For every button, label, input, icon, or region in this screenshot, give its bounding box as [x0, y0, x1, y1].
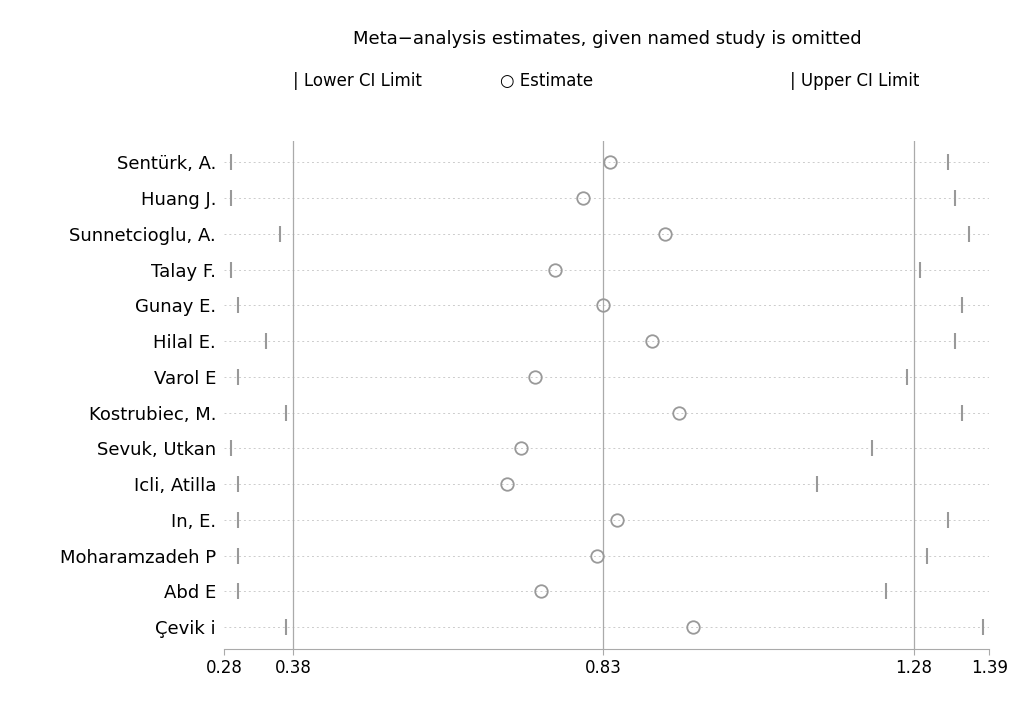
- Text: | Upper CI Limit: | Upper CI Limit: [789, 72, 918, 90]
- Text: | Lower CI Limit: | Lower CI Limit: [293, 72, 422, 90]
- Text: Meta−analysis estimates, given named study is omitted: Meta−analysis estimates, given named stu…: [353, 30, 860, 48]
- Text: ○ Estimate: ○ Estimate: [499, 72, 593, 90]
